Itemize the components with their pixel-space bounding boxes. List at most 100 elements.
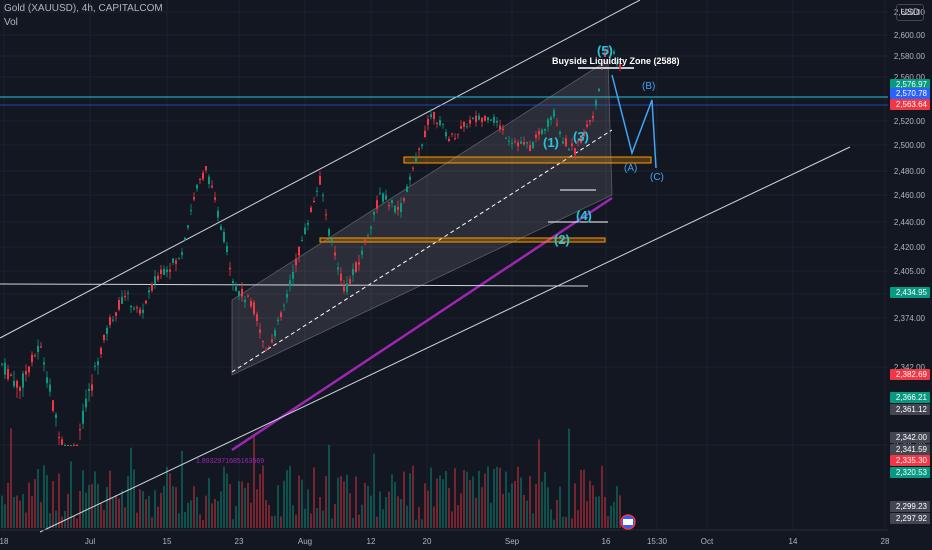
volume-bar: [238, 481, 240, 528]
volume-bar: [4, 504, 6, 528]
price-tick-label: 2,405.00: [894, 267, 926, 276]
candle-body: [106, 327, 108, 334]
candle-body: [121, 296, 123, 304]
volume-bar: [58, 473, 60, 528]
volume-bar: [67, 493, 69, 528]
volume-bar: [169, 473, 171, 528]
volume-bar: [175, 487, 177, 528]
candle-body: [7, 368, 9, 379]
volume-bar: [91, 484, 93, 528]
price-label-box: [890, 369, 930, 380]
candle-body: [97, 361, 99, 366]
volume-bar: [601, 465, 603, 528]
flag-icon[interactable]: [620, 514, 636, 530]
candle-body: [400, 203, 402, 213]
volume-bar: [574, 483, 576, 528]
candle-body: [514, 141, 516, 143]
candle-body: [322, 195, 324, 197]
volume-bar: [511, 483, 513, 528]
liquidity-zone-label: Buyside Liquidity Zone (2588): [552, 56, 680, 66]
volume-bar: [526, 500, 528, 528]
volume-bar: [316, 508, 318, 528]
price-label-text: 2,335.30: [896, 456, 928, 465]
candle-body: [592, 116, 594, 119]
volume-bar: [124, 507, 126, 528]
candle-body: [460, 126, 462, 129]
candle-body: [496, 120, 498, 123]
price-tick-label: 2,440.00: [894, 218, 926, 227]
wave-label-1: (1): [543, 135, 559, 150]
candle-body: [220, 226, 222, 230]
candle-body: [316, 190, 318, 192]
time-tick-label: 18: [0, 537, 9, 546]
volume-bar: [307, 489, 309, 528]
volume-bar: [364, 482, 366, 528]
volume-bar: [508, 492, 510, 528]
candle-body: [85, 398, 87, 408]
candle-body: [370, 226, 372, 229]
candle-body: [232, 281, 234, 284]
candle-body: [388, 204, 390, 207]
time-tick-label: 23: [235, 537, 244, 546]
candle-body: [433, 111, 435, 120]
candle-body: [169, 269, 171, 272]
volume-bar: [211, 503, 213, 528]
candle-body: [331, 238, 333, 242]
time-axis[interactable]: 18 Jul 15 23 Aug 12 20 Sep 16 15:30 Oct 14 28: [0, 537, 890, 546]
candle-body: [211, 185, 213, 188]
candle-body: [115, 312, 117, 316]
wave-label-a: (A): [624, 163, 637, 174]
candle-body: [241, 288, 243, 297]
candle-body: [292, 272, 294, 279]
candle-body: [598, 88, 600, 92]
volume-bar: [373, 453, 375, 528]
volume-bar: [562, 516, 564, 528]
volume-bar: [157, 506, 159, 528]
candle-body: [103, 334, 105, 341]
volume-bar: [301, 479, 303, 528]
volume-bar: [232, 519, 234, 528]
currency-button[interactable]: USD: [896, 4, 924, 21]
candle-body: [607, 51, 609, 53]
volume-bar: [73, 515, 75, 528]
demand-zone: [319, 237, 606, 243]
volume-bar: [184, 511, 186, 528]
candle-body: [499, 125, 501, 130]
price-label-box: [890, 392, 930, 403]
candle-body: [520, 141, 522, 144]
candle-body: [49, 384, 51, 392]
price-tick-label: 2,620.00: [894, 8, 926, 17]
candle-body: [166, 269, 168, 273]
volume-bar: [613, 501, 615, 528]
time-tick-label: 15: [163, 537, 172, 546]
price-label-text: 2,299.23: [896, 502, 928, 511]
candle-body: [469, 119, 471, 124]
volume-bar: [97, 483, 99, 528]
candle-body: [259, 329, 261, 333]
volume-bar: [607, 516, 609, 528]
time-tick-label: 12: [367, 537, 376, 546]
volume-bar: [361, 504, 363, 528]
candle-body: [397, 207, 399, 210]
price-tick-label: 2,480.00: [894, 167, 926, 176]
volume-bar: [190, 500, 192, 528]
candle-body: [82, 410, 84, 424]
price-label-box: [890, 88, 930, 99]
volume-bar: [556, 499, 558, 528]
volume-bar: [286, 470, 288, 528]
volume-bar: [376, 516, 378, 528]
wave-label-5: (5): [597, 43, 613, 58]
candle-body: [391, 199, 393, 204]
candle-body: [160, 269, 162, 274]
symbol-title[interactable]: Gold (XAUUSD), 4h, CAPITALCOM: [4, 3, 163, 14]
candle-body: [253, 302, 255, 314]
price-label-text: 2,366.21: [896, 393, 928, 402]
candle-body: [406, 186, 408, 193]
candle-body: [415, 156, 417, 162]
candle-body: [271, 339, 273, 343]
price-label-box: [890, 432, 930, 443]
volume-bar: [595, 496, 597, 528]
upper-channel-line: [0, 0, 641, 339]
volume-bar: [229, 484, 231, 528]
